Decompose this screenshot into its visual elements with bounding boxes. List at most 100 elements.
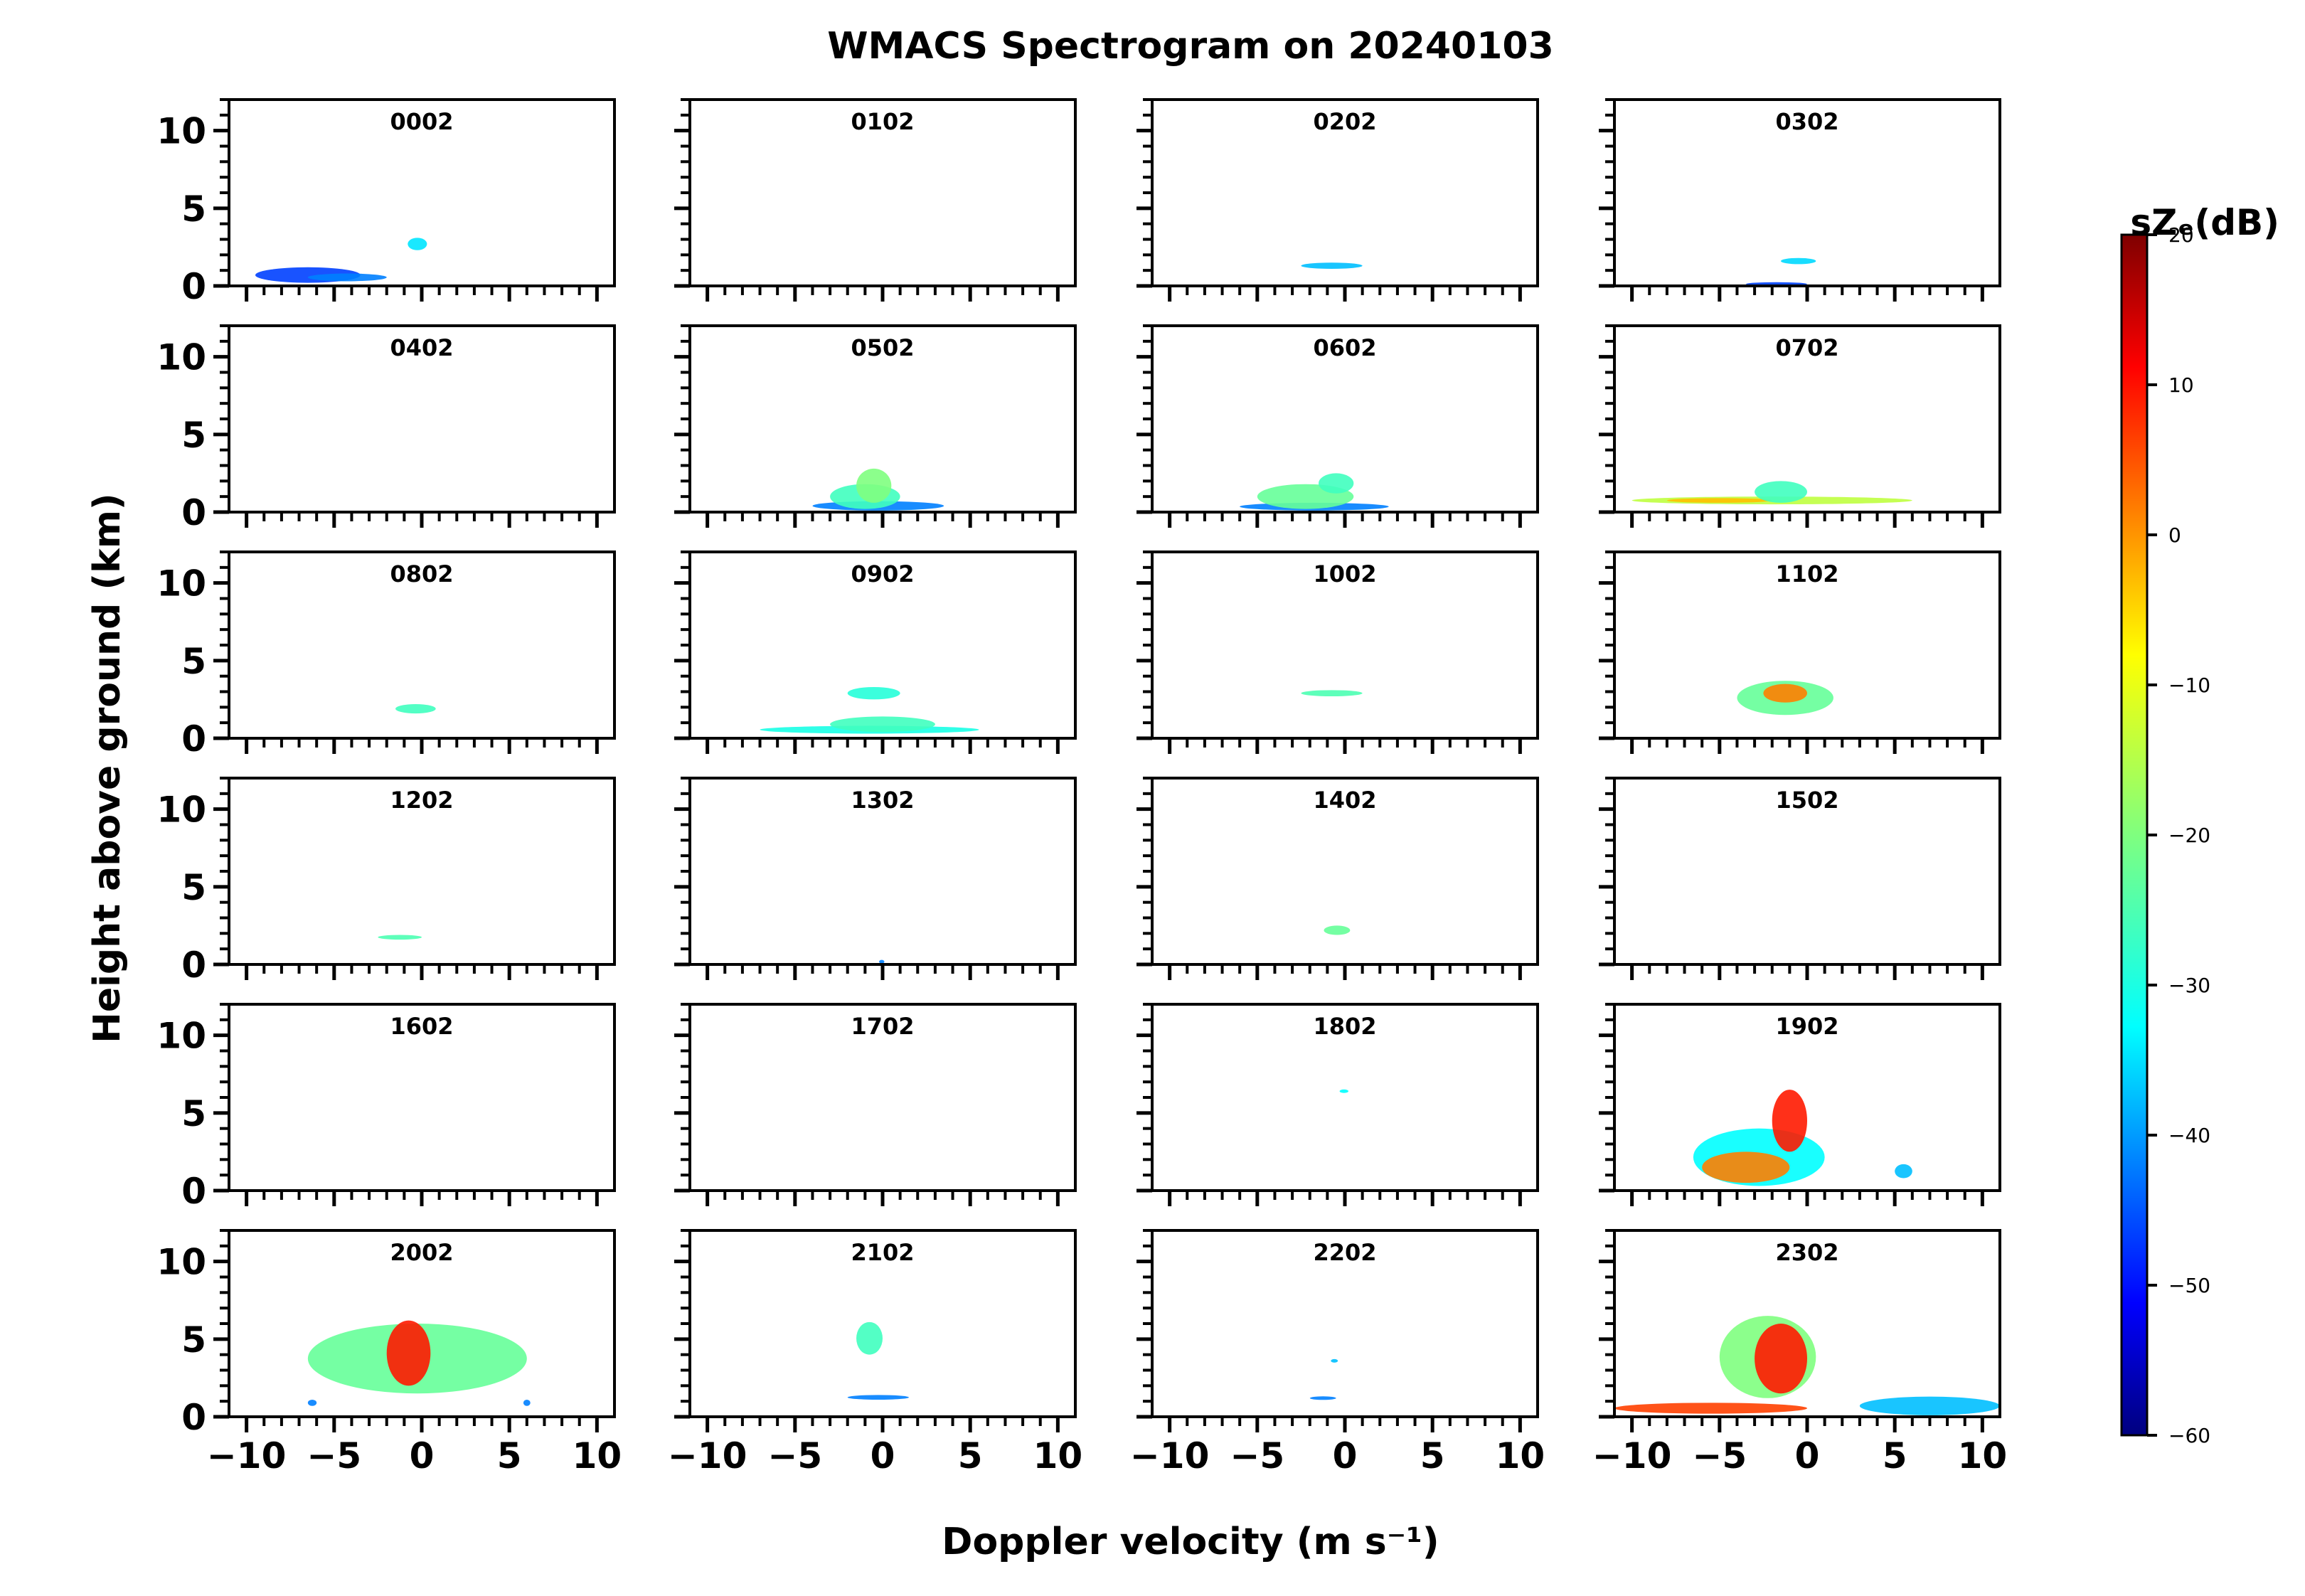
x-tick-label: 10 [1496, 1435, 1545, 1477]
spectral-echo [1895, 1164, 1912, 1179]
panel-0302: 0302 [1599, 98, 2001, 302]
panel-0202: 0202 [1136, 98, 1539, 302]
panel-time-label: 1402 [1313, 787, 1376, 814]
spectral-echo [1331, 1358, 1338, 1363]
panel-data-2202 [1309, 1358, 1338, 1400]
panel-1002: 1002 [1136, 550, 1539, 754]
panel-1902: 1902 [1599, 1003, 2001, 1206]
colorbar-tick-label: −10 [2168, 674, 2210, 697]
spectral-echo [1666, 498, 1772, 503]
panel-0602: 0602 [1136, 324, 1539, 528]
panel-1102: 1102 [1599, 550, 2001, 754]
spectral-echo [523, 1399, 531, 1406]
spectral-echo [386, 1320, 431, 1386]
panel-data-2302 [1614, 1316, 2000, 1415]
colorbar-tick-label: −50 [2168, 1274, 2210, 1297]
spectral-echo [408, 238, 427, 250]
spectral-echo [856, 468, 892, 503]
spectral-echo [1781, 257, 1816, 265]
x-tick-label: 5 [497, 1435, 522, 1477]
y-tick-label: 10 [156, 563, 206, 605]
x-tick-label: 10 [573, 1435, 622, 1477]
panel-data-1302 [879, 959, 885, 964]
panel-data-0802 [395, 703, 436, 714]
panel-time-label: 0302 [1775, 108, 1838, 135]
panel-0402: 0402 0 5 10 [156, 324, 616, 533]
x-tick-label: 10 [1958, 1435, 2008, 1477]
x-tick-label: 10 [1033, 1435, 1083, 1477]
panel-time-label: 0502 [851, 334, 914, 361]
spectral-echo [879, 959, 885, 964]
y-tick-label: 5 [181, 641, 206, 682]
panel-time-label: 1902 [1775, 1013, 1838, 1040]
colorbar-title: sZₑ(dB) [2130, 202, 2279, 243]
colorbar-tick-label: −20 [2168, 824, 2210, 847]
panel-1402: 1402 [1136, 777, 1539, 980]
y-tick-label: 5 [181, 867, 206, 908]
panel-time-label: 1302 [851, 787, 914, 814]
panel-data-1802 [1339, 1089, 1348, 1093]
x-tick-label: 0 [410, 1435, 435, 1477]
colorbar-tick-label: 10 [2168, 373, 2194, 397]
panel-time-label: 0602 [1313, 334, 1376, 361]
spectral-echo [395, 703, 436, 714]
panel-time-label: 2302 [1775, 1239, 1838, 1266]
panel-1502: 1502 [1599, 777, 2001, 980]
x-tick-label: −10 [668, 1435, 747, 1477]
spectral-echo [1319, 473, 1354, 494]
spectral-echo [1309, 1396, 1336, 1400]
spectral-echo [1324, 925, 1351, 935]
panel-data-0602 [1240, 473, 1389, 511]
panel-data-0502 [812, 468, 944, 511]
spectral-echo [1755, 481, 1807, 503]
panel-grid: 0002 0 5 10 0102 0202 0302 0402 0 5 10 0502 0602 0702… [156, 98, 2008, 1477]
y-tick-label: 5 [181, 188, 206, 230]
panel-1202: 1202 0 5 10 [156, 777, 616, 986]
spectral-echo [1755, 1324, 1807, 1394]
spectral-echo [1763, 683, 1807, 703]
y-axis-label: Height above ground (km) [86, 493, 129, 1043]
x-tick-label: 5 [958, 1435, 983, 1477]
panel-1702: 1702 [674, 1003, 1077, 1206]
panel-time-label: 0202 [1313, 108, 1376, 135]
x-tick-label: −5 [1230, 1435, 1284, 1477]
spectral-echo [1339, 1089, 1348, 1093]
panel-time-label: 1602 [390, 1013, 453, 1040]
panel-2302: 2302 −10 −5 0 5 10 [1592, 1229, 2008, 1477]
colorbar-tick-label: −60 [2168, 1424, 2210, 1447]
x-axis-label: Doppler velocity (m s⁻¹) [942, 1521, 1439, 1563]
panel-1302: 1302 [674, 777, 1077, 980]
x-tick-label: 5 [1420, 1435, 1445, 1477]
spectral-echo [1859, 1396, 2000, 1415]
panel-data-0302 [1745, 257, 1816, 286]
panel-time-label: 2002 [390, 1239, 453, 1266]
colorbar-ticks: −60 −50 −40 −30 −20 −10 0 10 20 [2147, 223, 2210, 1447]
x-tick-label: 5 [1883, 1435, 1907, 1477]
panel-time-label: 0802 [390, 560, 453, 587]
panel-data-0002 [255, 238, 427, 283]
spectral-echo [830, 716, 935, 733]
x-tick-label: 0 [1795, 1435, 1820, 1477]
panel-1802: 1802 [1136, 1003, 1539, 1206]
figure-title: WMACS Spectrogram on 20240103 [827, 25, 1554, 68]
panel-time-label: 1002 [1313, 560, 1376, 587]
panel-2002: 2002 −10 −5 0 5 10 0 5 10 [156, 1229, 622, 1477]
x-tick-label: 0 [871, 1435, 895, 1477]
x-tick-label: 0 [1333, 1435, 1358, 1477]
colorbar-tick-label: 0 [2168, 523, 2181, 547]
spectral-echo [378, 935, 422, 940]
panel-2102: 2102 −10 −5 0 5 10 [668, 1229, 1083, 1477]
panel-data-1402 [1324, 925, 1351, 935]
panel-time-label: 0402 [390, 334, 453, 361]
spectral-echo [307, 273, 387, 282]
spectral-echo [847, 686, 900, 700]
panel-time-label: 1202 [390, 787, 453, 814]
y-tick-label: 0 [181, 1397, 206, 1438]
colorbar-tick-label: 20 [2168, 223, 2194, 247]
y-tick-label: 5 [181, 1093, 206, 1134]
y-tick-label: 5 [181, 415, 206, 456]
panel-time-label: 0702 [1775, 334, 1838, 361]
spectral-echo [1772, 1090, 1807, 1152]
spectral-echo [847, 1395, 909, 1400]
